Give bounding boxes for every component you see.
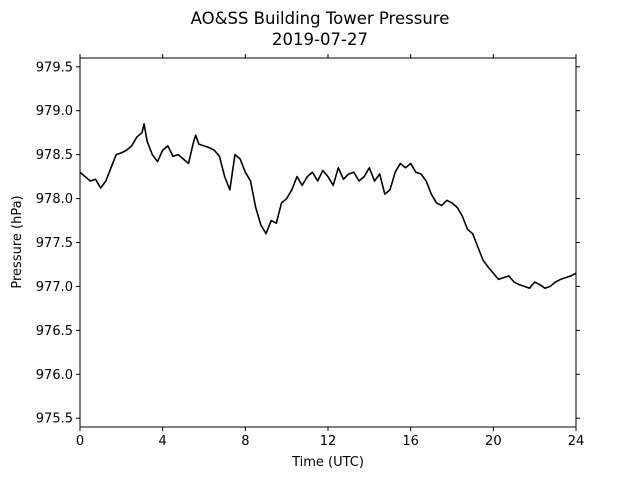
x-tick-label: 24 bbox=[568, 434, 585, 449]
x-axis-label: Time (UTC) bbox=[291, 455, 364, 470]
x-tick-label: 20 bbox=[485, 434, 502, 449]
x-tick-label: 12 bbox=[320, 434, 337, 449]
y-axis-label: Pressure (hPa) bbox=[10, 195, 25, 288]
y-tick-label: 979.0 bbox=[36, 104, 73, 119]
y-tick-label: 978.5 bbox=[36, 148, 73, 163]
y-tick-label: 979.5 bbox=[36, 60, 73, 75]
y-tick-label: 978.0 bbox=[36, 192, 73, 207]
chart-title: AO&SS Building Tower Pressure bbox=[191, 9, 450, 28]
x-tick-label: 16 bbox=[402, 434, 419, 449]
y-axis: 975.5 976.0 976.5 977.0 977.5 978.0 978.5 979.0… bbox=[36, 60, 580, 427]
x-tick-label: 8 bbox=[241, 434, 249, 449]
y-tick-label: 976.5 bbox=[36, 324, 73, 339]
x-tick-label: 4 bbox=[159, 434, 167, 449]
x-tick-label: 0 bbox=[76, 434, 84, 449]
plot-area bbox=[79, 57, 577, 428]
plot-frame bbox=[79, 57, 577, 428]
pressure-series-line bbox=[79, 123, 577, 289]
x-axis: 0 4 8 12 16 20 24 bbox=[76, 54, 584, 449]
y-tick-label: 976.0 bbox=[36, 368, 73, 383]
chart-subtitle: 2019-07-27 bbox=[272, 30, 368, 49]
y-tick-label: 977.5 bbox=[36, 236, 73, 251]
y-tick-label: 977.0 bbox=[36, 280, 73, 295]
y-tick-label: 975.5 bbox=[36, 412, 73, 427]
